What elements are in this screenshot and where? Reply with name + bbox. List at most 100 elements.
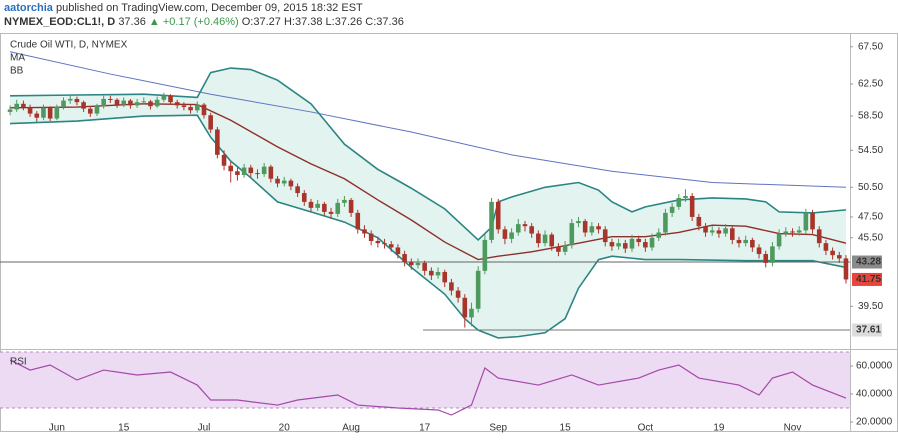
candle-body (27, 107, 33, 114)
candle-body (509, 232, 514, 239)
x-tick-label: Nov (784, 423, 802, 434)
candle-body (736, 239, 742, 244)
x-tick-label: 15 (560, 423, 572, 434)
candle-body (248, 167, 254, 174)
symbol: NYMEX_EOD:CL1!, D (4, 16, 115, 28)
candle-body (141, 101, 147, 103)
published: published on TradingView.com, December 0… (56, 2, 363, 14)
candle-body (174, 102, 180, 106)
candle-body (161, 95, 167, 100)
candle-body (7, 109, 13, 112)
candle-body (776, 233, 782, 247)
candle-body (235, 171, 240, 175)
candle-body (348, 199, 354, 213)
candle-body (489, 201, 494, 240)
y-tick-label: 47.50 (858, 212, 883, 223)
change: ▲ +0.17 (+0.46%) (149, 16, 239, 28)
price-label: 37.61 (856, 325, 881, 336)
candle-body (836, 255, 842, 259)
candle-body (729, 228, 735, 240)
candle-body (268, 166, 274, 179)
y-tick-label: 67.50 (858, 41, 883, 52)
candle-body (549, 234, 555, 247)
candle-body (689, 195, 695, 217)
candle-body (308, 201, 314, 208)
candle-body (830, 250, 835, 256)
candle-body (194, 104, 200, 111)
candle-body (221, 154, 227, 166)
price-label: 43.28 (856, 257, 881, 268)
candle-body (643, 242, 648, 248)
candle-body (669, 206, 675, 213)
candle-body (816, 229, 822, 244)
candle-body (709, 230, 715, 233)
price-label-box (852, 272, 882, 286)
candle-body (616, 243, 621, 247)
candle-body (469, 308, 474, 318)
candle-body (322, 203, 327, 212)
candle-body (295, 186, 300, 194)
candle-body (154, 99, 160, 107)
candle-body (208, 115, 213, 130)
candle-body (676, 197, 682, 207)
candle-body (94, 106, 100, 114)
candle-body (435, 271, 441, 276)
candle-body (770, 246, 775, 263)
candle-body (429, 270, 434, 276)
candle-body (502, 229, 508, 239)
candle-body (101, 98, 106, 107)
candle-body (656, 232, 662, 238)
x-tick-label: Jun (49, 423, 65, 434)
candle-body (783, 231, 789, 234)
candle-body (382, 243, 387, 245)
candle-body (395, 247, 401, 255)
candle-body (536, 233, 541, 244)
candle-body (408, 261, 414, 266)
x-tick-label: 15 (118, 423, 130, 434)
candle-body (241, 167, 247, 175)
candle-body (114, 99, 120, 105)
candle-body (810, 212, 815, 230)
candle-body (756, 247, 762, 255)
candle-body (663, 212, 668, 233)
candle-body (763, 254, 769, 263)
candle-body (54, 107, 60, 119)
price: 37.36 (118, 16, 146, 28)
candle-body (449, 282, 454, 291)
y-tick-label: 45.50 (858, 232, 883, 243)
candle-body (750, 239, 755, 248)
chart-title: Crude Oil WTI, D, NYMEX (10, 40, 128, 51)
candle-body (569, 223, 575, 246)
y-tick-label: 39.50 (858, 301, 883, 312)
candle-body (34, 113, 40, 118)
candle-body (188, 107, 193, 111)
candle-body (335, 202, 341, 214)
candle-body (74, 98, 80, 103)
legend-bb: BB (10, 66, 24, 77)
candle-body (629, 238, 635, 249)
price-label: 41.75 (856, 274, 881, 285)
candle-body (823, 243, 829, 251)
candle-body (108, 98, 113, 100)
candle-body (442, 271, 448, 283)
candle-body (515, 224, 521, 233)
candle-body (121, 100, 127, 105)
candle-body (355, 212, 361, 230)
x-tick-label: Jul (198, 423, 211, 434)
candle-body (342, 199, 347, 203)
candle-body (529, 226, 534, 234)
x-tick-label: 20 (279, 423, 291, 434)
plot: Jun 15 Jul 20 Aug 17 Sep 15 Oct 19 Nov 67.50 62.50 58… (0, 41, 893, 434)
legend-rsi: RSI (10, 357, 27, 368)
candle-body (636, 238, 641, 243)
candle-body (181, 105, 187, 108)
candle-body (87, 108, 93, 114)
rsi-tick-label: 60.0000 (856, 361, 893, 372)
rsi-tick-label: 40.0000 (856, 389, 893, 400)
candle-body (67, 98, 73, 101)
candle-body (81, 102, 86, 109)
rsi-band (0, 352, 850, 409)
candle-body (168, 95, 173, 103)
bb-basis (10, 103, 847, 261)
candle-body (288, 180, 294, 187)
